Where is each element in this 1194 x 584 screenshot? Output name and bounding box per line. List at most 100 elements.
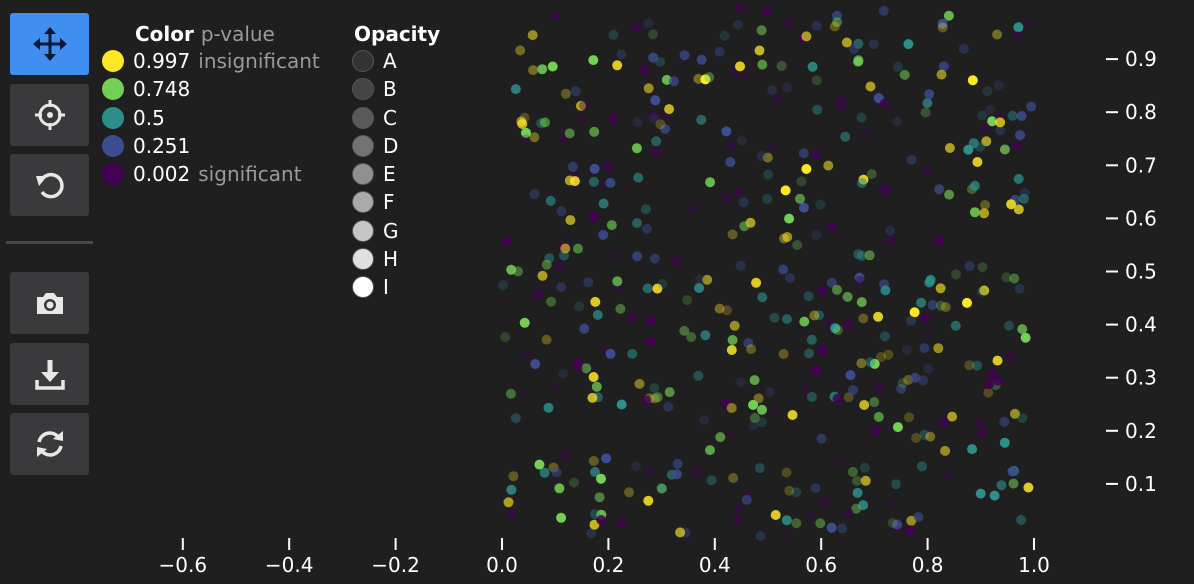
scatter-point bbox=[1001, 272, 1012, 283]
scatter-point bbox=[540, 117, 550, 128]
scatter-point bbox=[556, 206, 567, 217]
scatter-point bbox=[612, 276, 623, 287]
scatter-point bbox=[739, 69, 750, 80]
scatter-point bbox=[705, 445, 715, 456]
scatter-point bbox=[510, 413, 521, 424]
scatter-point bbox=[892, 519, 903, 530]
opacity-legend-label: H bbox=[383, 246, 399, 271]
scatter-point bbox=[832, 10, 842, 21]
scatter-point bbox=[675, 527, 686, 538]
scatter-point bbox=[785, 272, 795, 283]
download-button[interactable] bbox=[10, 343, 89, 405]
scatter-point bbox=[529, 189, 540, 200]
opacity-legend-item: D bbox=[352, 132, 398, 160]
scatter-point bbox=[592, 309, 603, 320]
scatter-point bbox=[693, 73, 704, 84]
scatter-point bbox=[886, 499, 897, 510]
scatter-point bbox=[519, 112, 530, 123]
scatter-point bbox=[858, 313, 869, 324]
scatter-point bbox=[810, 483, 821, 494]
scatter-point bbox=[983, 387, 994, 398]
x-tick-label: 0.2 bbox=[592, 553, 624, 577]
scatter-point bbox=[663, 401, 674, 412]
scatter-point bbox=[1008, 478, 1019, 489]
scatter-point bbox=[972, 157, 983, 167]
scatter-point bbox=[814, 310, 824, 321]
color-swatch bbox=[102, 106, 124, 129]
scatter-point bbox=[909, 307, 920, 318]
color-legend-note: insignificant bbox=[198, 49, 320, 73]
scatter-point bbox=[644, 466, 655, 476]
scatter-point bbox=[1013, 173, 1024, 184]
scatter-point bbox=[694, 274, 705, 285]
scatter-point bbox=[631, 143, 642, 154]
opacity-legend-label: C bbox=[383, 105, 397, 130]
scatter-point bbox=[672, 459, 683, 469]
scatter-point bbox=[546, 296, 557, 307]
scatter-point bbox=[544, 253, 555, 264]
scatter-point bbox=[558, 368, 569, 379]
scatter-point bbox=[741, 494, 752, 505]
refresh-button[interactable] bbox=[10, 413, 89, 475]
scatter-point bbox=[652, 283, 663, 294]
scatter-point bbox=[720, 398, 731, 409]
color-swatch bbox=[102, 134, 124, 157]
x-tick-label: 1.0 bbox=[1018, 553, 1050, 577]
scatter-point bbox=[748, 420, 759, 431]
scatter-point bbox=[590, 467, 600, 477]
scatter-point bbox=[575, 100, 586, 111]
scatter-point bbox=[856, 250, 867, 261]
scatter-point bbox=[632, 117, 643, 128]
crosshair-button[interactable] bbox=[10, 84, 89, 146]
scatter-point bbox=[933, 343, 944, 354]
screenshot-button[interactable] bbox=[10, 272, 89, 334]
scatter-point bbox=[779, 233, 789, 244]
scatter-point bbox=[641, 395, 652, 406]
scatter-point bbox=[696, 54, 707, 65]
scatter-point bbox=[645, 336, 656, 347]
scatter-point bbox=[858, 500, 869, 511]
scatter-point bbox=[608, 30, 619, 40]
scatter-point bbox=[829, 21, 840, 32]
scatter-point bbox=[795, 193, 805, 204]
opacity-legend-label: B bbox=[383, 77, 397, 102]
scatter-point bbox=[922, 98, 933, 109]
opacity-legend-item: C bbox=[352, 104, 397, 132]
scatter-point bbox=[1026, 101, 1037, 112]
scatter-point bbox=[545, 195, 556, 206]
scatter-point bbox=[615, 303, 626, 314]
reset-button[interactable] bbox=[10, 154, 89, 216]
scatter-point bbox=[1018, 193, 1029, 204]
scatter-point bbox=[939, 417, 950, 428]
scatter-point bbox=[569, 477, 579, 488]
scatter-point bbox=[879, 98, 890, 109]
scatter-point bbox=[782, 314, 792, 324]
scatter-point bbox=[876, 352, 886, 362]
scatter-point bbox=[520, 134, 531, 145]
opacity-swatch bbox=[352, 78, 374, 101]
scatter-point bbox=[856, 358, 867, 369]
scatter-point bbox=[650, 95, 661, 106]
scatter-point bbox=[735, 377, 746, 388]
scatter-point bbox=[554, 483, 565, 494]
scatter-point bbox=[787, 410, 798, 420]
scatter-point bbox=[1020, 332, 1031, 343]
scatter-point bbox=[648, 52, 659, 63]
scatter-point bbox=[969, 180, 980, 191]
opacity-legend-item: A bbox=[352, 47, 397, 75]
scatter-point bbox=[940, 302, 951, 312]
scatter-point bbox=[938, 61, 949, 72]
scatter-point bbox=[977, 262, 988, 273]
scatter-point bbox=[885, 225, 896, 236]
scatter-point bbox=[560, 88, 571, 99]
scatter-point bbox=[627, 348, 638, 359]
scatter-point bbox=[594, 492, 605, 503]
scatter-point bbox=[974, 418, 985, 429]
y-tick-label: 0.7 bbox=[1125, 153, 1157, 177]
scatter-point bbox=[591, 381, 602, 392]
pan-button[interactable] bbox=[10, 13, 89, 75]
x-axis: −0.6 −0.4 −0.2 0.0 0.2 0.4 0.6 0.8 1.0 bbox=[159, 538, 1050, 577]
scatter-point bbox=[603, 161, 613, 172]
scatter-point bbox=[934, 184, 945, 195]
